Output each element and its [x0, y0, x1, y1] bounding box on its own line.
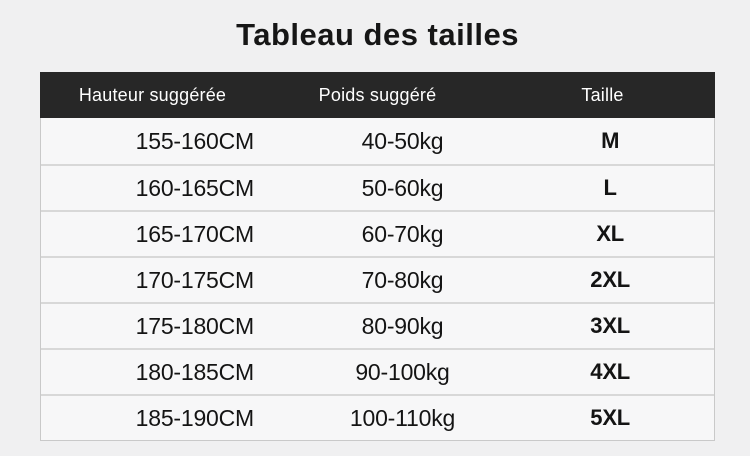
height-cell: 160-165CM: [135, 174, 255, 201]
weight-cell: 70-80kg: [361, 266, 444, 293]
weight-cell: 60-70kg: [361, 220, 444, 247]
size-cell: 4XL: [590, 359, 631, 384]
height-cell: 170-175CM: [135, 266, 255, 293]
weight-cell: 90-100kg: [355, 358, 450, 385]
size-table: Hauteur suggérée Poids suggéré Taille 15…: [40, 72, 715, 441]
weight-cell: 100-110kg: [349, 404, 456, 431]
size-cell: M: [601, 128, 620, 153]
column-header-height: Hauteur suggérée: [78, 84, 227, 105]
weight-cell: 50-60kg: [361, 174, 444, 201]
height-cell: 165-170CM: [135, 220, 255, 247]
column-header-weight: Poids suggéré: [318, 84, 437, 105]
page-title: Tableau des tailles: [236, 17, 519, 52]
table-body: 155-160CM 40-50kg M 160-165CM 50-60kg L …: [40, 118, 715, 441]
height-cell: 155-160CM: [135, 127, 255, 154]
height-cell: 180-185CM: [135, 358, 255, 385]
height-cell: 175-180CM: [135, 312, 255, 339]
table-row: 160-165CM 50-60kg L: [41, 164, 714, 210]
table-row: 165-170CM 60-70kg XL: [41, 210, 714, 256]
weight-cell: 80-90kg: [361, 312, 444, 339]
height-cell: 185-190CM: [135, 404, 255, 431]
size-cell: 3XL: [590, 313, 631, 338]
size-cell: 5XL: [590, 405, 631, 430]
table-row: 185-190CM 100-110kg 5XL: [41, 394, 714, 440]
column-header-size: Taille: [581, 84, 624, 105]
size-cell: XL: [596, 221, 625, 246]
table-row: 180-185CM 90-100kg 4XL: [41, 348, 714, 394]
size-cell: 2XL: [590, 267, 631, 292]
table-row: 170-175CM 70-80kg 2XL: [41, 256, 714, 302]
table-row: 175-180CM 80-90kg 3XL: [41, 302, 714, 348]
table-row: 155-160CM 40-50kg M: [41, 118, 714, 164]
size-cell: L: [603, 175, 617, 200]
table-header-row: Hauteur suggérée Poids suggéré Taille: [40, 72, 715, 118]
weight-cell: 40-50kg: [361, 127, 444, 154]
